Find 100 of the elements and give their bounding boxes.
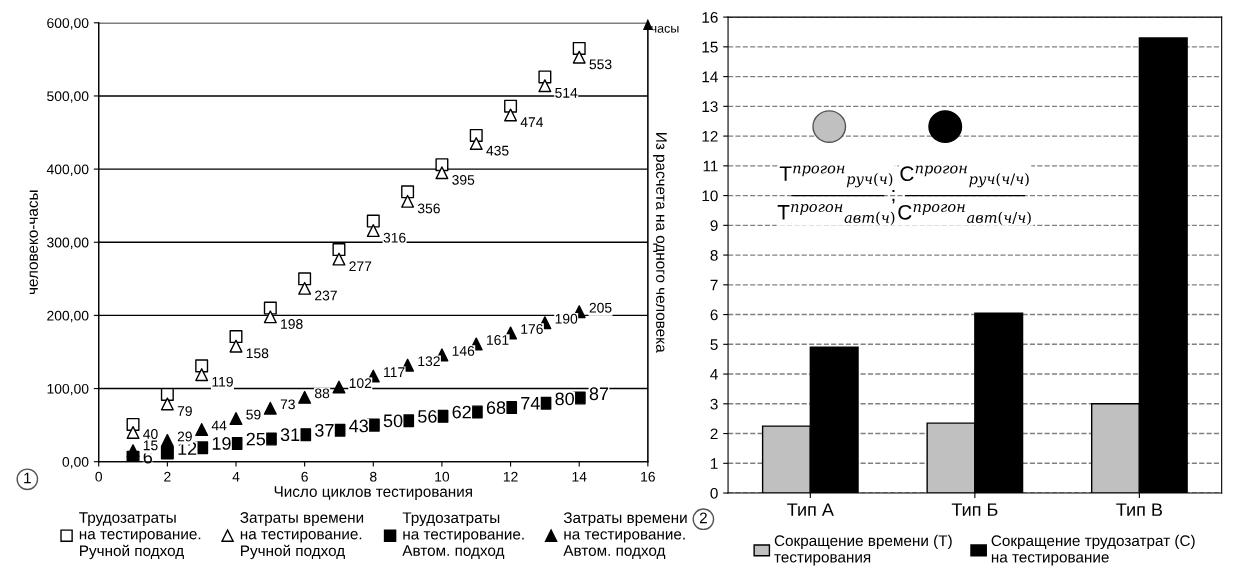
point — [298, 281, 312, 295]
data-label: 435 — [486, 145, 509, 156]
x-tick-label: 0 — [95, 471, 103, 482]
y-tick-label: 6 — [710, 309, 718, 321]
point — [504, 99, 518, 113]
y-tick-label: 9 — [710, 220, 718, 232]
x-tick-label: 4 — [232, 471, 240, 482]
point — [160, 433, 174, 447]
point — [401, 194, 415, 208]
point — [469, 128, 483, 142]
y-tick-label: 14 — [702, 71, 718, 83]
point — [298, 272, 312, 286]
data-label: 19 — [212, 437, 231, 450]
annotation: ; — [892, 189, 895, 204]
data-label: 356 — [417, 203, 440, 214]
y-tick-label: 10 — [702, 190, 718, 202]
point — [538, 79, 552, 93]
y-tick-label: 2 — [710, 428, 718, 440]
y-axis-title: человеко-часы — [29, 190, 38, 295]
annotation: C$^{прогон}$$_{авт(ч/ч)}$ — [898, 204, 1031, 225]
point — [332, 252, 346, 266]
data-label: 102 — [349, 378, 372, 389]
point — [366, 214, 380, 228]
point — [263, 301, 277, 315]
data-label: 40 — [143, 429, 158, 439]
data-label: 190 — [555, 313, 578, 324]
point — [195, 359, 209, 373]
point — [401, 185, 415, 199]
y-tick-label: 8 — [710, 249, 718, 261]
y-tick-label: 200,00 — [47, 310, 89, 323]
y-tick-label: 100,00 — [47, 383, 89, 396]
data-label: 62 — [452, 405, 471, 419]
legend-label: Сокращение времени (Т) тестирования — [774, 534, 952, 566]
point — [435, 166, 449, 180]
point — [195, 368, 209, 382]
annotation: T$^{прогон}$$_{авт(ч)}$ — [777, 204, 895, 225]
point — [263, 310, 277, 324]
x-tick-label: 6 — [301, 471, 308, 482]
point — [263, 401, 277, 415]
y2-axis-title: Из расчета на одного человека — [653, 133, 667, 353]
x-tick-label: 14 — [572, 471, 587, 482]
y-tick-label: 4 — [710, 369, 718, 380]
data-label: 31 — [280, 428, 300, 442]
y-tick-label: 11 — [703, 160, 718, 172]
data-label: 132 — [418, 356, 440, 367]
point — [538, 70, 552, 84]
data-label: 29 — [177, 431, 192, 442]
data-label: 88 — [314, 388, 330, 399]
text: часы — [651, 25, 679, 33]
data-label: 68 — [486, 401, 506, 415]
data-label: 205 — [589, 302, 612, 313]
point — [229, 339, 243, 353]
data-label: 316 — [383, 232, 406, 243]
data-label: 198 — [281, 319, 303, 329]
data-label: 161 — [487, 335, 509, 345]
point — [366, 224, 380, 238]
legend-label: Трудозатраты на тестирование. Автом. подход — [402, 512, 524, 559]
annotation: T$^{прогон}$$_{руч(ч)}$ — [779, 165, 893, 188]
data-label: 553 — [589, 59, 612, 70]
point — [126, 425, 140, 439]
point — [195, 423, 209, 437]
legend-label: Затраты времени на тестирование. Автом. подход — [563, 512, 687, 559]
point — [332, 243, 346, 257]
point — [298, 390, 312, 404]
data-label: 277 — [349, 261, 372, 271]
y-tick-label: 7 — [710, 279, 718, 291]
point — [126, 444, 140, 458]
point — [332, 380, 346, 394]
data-label: 80 — [555, 392, 574, 406]
data-label: 176 — [521, 324, 543, 334]
point — [572, 41, 586, 55]
data-label: 474 — [520, 117, 544, 127]
data-label: 73 — [280, 399, 295, 410]
x-tick-label: 12 — [503, 471, 518, 482]
y-tick-label: 3 — [710, 398, 718, 410]
data-label: 514 — [555, 88, 578, 98]
data-label: 87 — [589, 387, 609, 401]
point — [160, 446, 174, 460]
y-tick-label: 12 — [702, 130, 718, 142]
y-tick-label: 0 — [710, 487, 718, 499]
y-tick-label: 300,00 — [47, 237, 89, 250]
x-axis-title: Число циклов тестирования — [274, 486, 472, 500]
legend-label: Трудозатраты на тестирование. Ручной подход — [79, 512, 201, 560]
data-label: 119 — [212, 376, 233, 387]
data-label: 146 — [452, 346, 475, 356]
data-label: 50 — [383, 414, 403, 428]
data-label: 44 — [211, 420, 227, 431]
point — [126, 417, 140, 431]
x-tick-label: 10 — [435, 471, 450, 482]
data-label: 37 — [315, 423, 334, 437]
point — [229, 330, 243, 344]
text: 1 — [24, 472, 31, 484]
point — [469, 136, 483, 151]
y-tick-label: 5 — [710, 339, 718, 350]
data-label: 15 — [143, 440, 158, 451]
point — [504, 108, 518, 122]
y-tick-label: 16 — [702, 11, 718, 23]
y-tick-label: 15 — [702, 41, 718, 53]
point — [160, 387, 174, 401]
data-label: 59 — [246, 409, 261, 420]
